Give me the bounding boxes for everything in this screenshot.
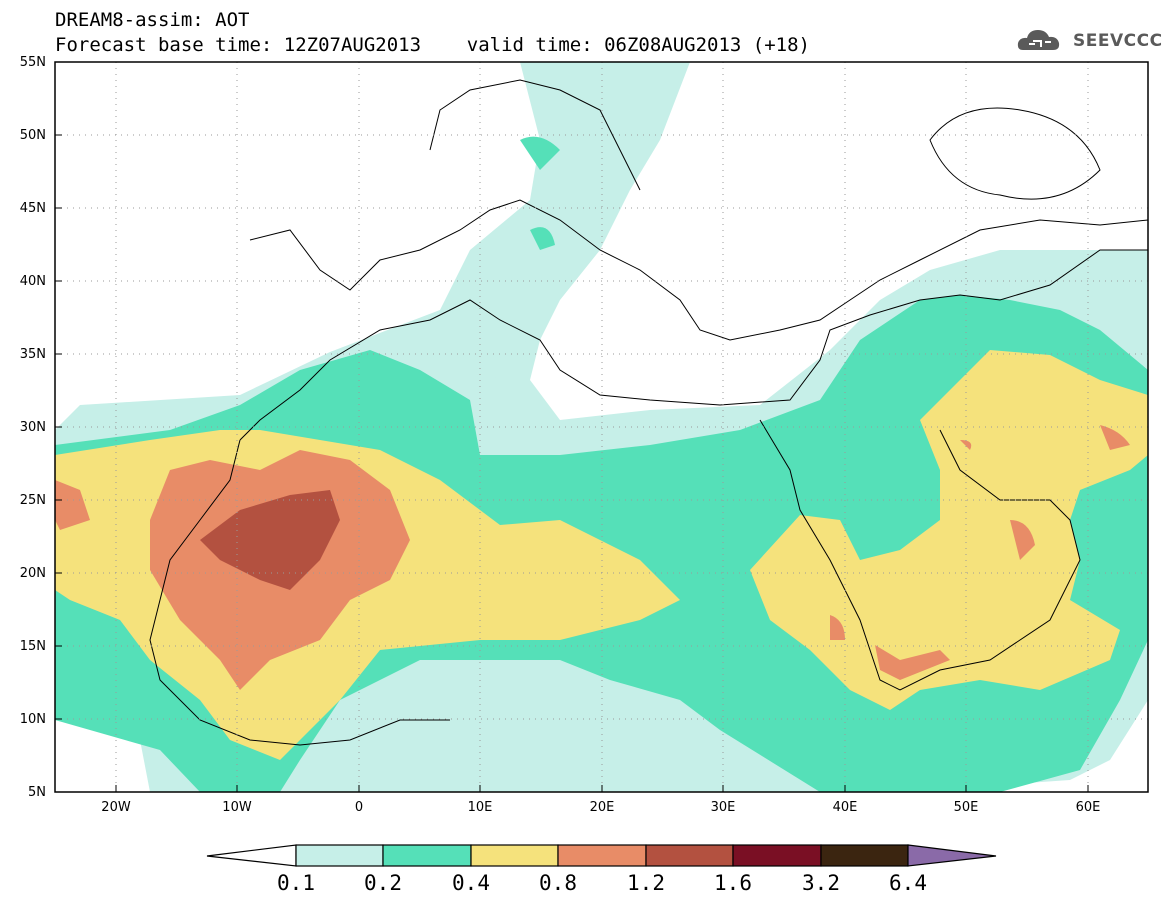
colorbar — [206, 844, 997, 867]
lon-label: 50E — [953, 800, 979, 815]
colorbar-label: 1.2 — [627, 871, 665, 895]
lat-label: 30N — [19, 420, 46, 435]
colorbar-label: 0.8 — [539, 871, 577, 895]
lat-label: 55N — [19, 55, 46, 70]
colorbar-bin — [645, 844, 734, 867]
colorbar-label: 0.2 — [364, 871, 402, 895]
lat-label: 10N — [19, 712, 46, 727]
colorbar-label: 6.4 — [889, 871, 927, 895]
lat-label: 40N — [19, 274, 46, 289]
colorbar-bin — [732, 844, 822, 867]
coastlines — [149, 79, 1148, 746]
map-title: DREAM8-assim: AOT — [55, 9, 250, 31]
lon-label: 40E — [832, 800, 858, 815]
lon-label: 30E — [710, 800, 736, 815]
colorbar-bin — [557, 844, 647, 867]
forecast-time-line: Forecast base time: 12Z07AUG2013 valid t… — [55, 34, 810, 56]
colorbar-label: 3.2 — [802, 871, 840, 895]
colorbar-bin — [820, 844, 909, 867]
colorbar-arrow-high — [907, 844, 997, 867]
lat-label: 35N — [19, 347, 46, 362]
lon-label: 0 — [354, 800, 364, 815]
colorbar-bin — [295, 844, 384, 867]
lon-label: 20W — [101, 800, 131, 815]
lat-label: 25N — [19, 493, 46, 508]
lon-label: 10W — [222, 800, 252, 815]
colorbar-label: 1.6 — [714, 871, 752, 895]
cloud-icon — [1017, 30, 1060, 50]
gridlines — [55, 62, 1148, 792]
colorbar-arrow-low — [206, 844, 297, 867]
colorbar-bin — [382, 844, 472, 867]
colorbar-label: 0.4 — [452, 871, 490, 895]
aot-level-1.6 — [200, 490, 340, 590]
lon-label: 10E — [467, 800, 493, 815]
lat-label: 5N — [28, 785, 46, 800]
lon-label: 60E — [1075, 800, 1101, 815]
lat-label: 45N — [19, 201, 46, 216]
axis-ticks — [55, 61, 1089, 793]
colorbar-bin — [470, 844, 559, 867]
lat-label: 50N — [19, 128, 46, 143]
colorbar-label: 0.1 — [277, 871, 315, 895]
lat-label: 20N — [19, 566, 46, 581]
lon-label: 20E — [589, 800, 615, 815]
logo-text: SEEVCCC — [1073, 31, 1163, 51]
lat-label: 15N — [19, 639, 46, 654]
